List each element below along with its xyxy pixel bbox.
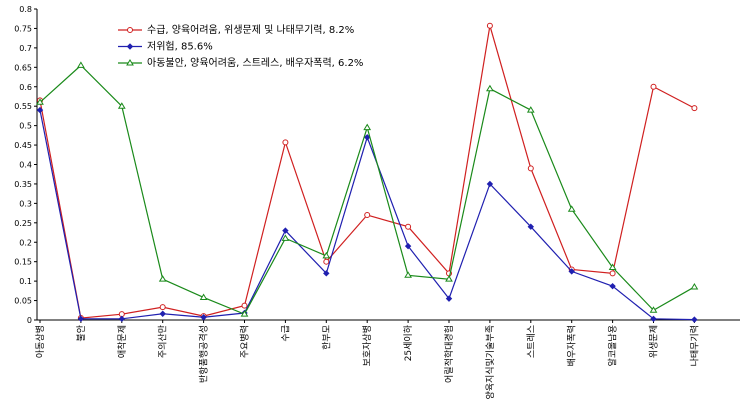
legend-label: 수급, 양육어려움, 위생문제 및 나태무기력, 8.2% [147,23,354,36]
marker [486,22,493,29]
x-tick-label: 스트레스 [526,325,537,358]
x-tick-label: 25세이하 [403,324,414,361]
marker [609,282,616,290]
marker [364,212,371,219]
y-tick-label: 0.3 [19,199,32,208]
y-tick-label: 0.4 [19,161,32,170]
marker [323,270,330,277]
marker [241,302,248,309]
y-tick-label: 0.05 [14,297,32,306]
marker [118,315,126,323]
marker [363,123,372,131]
marker [159,304,166,311]
y-tick-label: 0.55 [14,102,32,111]
x-tick-label: 애착문제 [117,325,128,358]
marker [445,275,453,282]
marker [282,227,289,234]
marker [649,306,658,313]
x-tick-label: 아동상병 [35,325,46,358]
y-tick-label: 0.8 [19,5,32,14]
y-tick-label: 0.5 [19,122,32,131]
marker [486,84,494,92]
marker [126,43,134,50]
y-tick-label: 0 [27,316,32,325]
marker [240,310,249,317]
series-line [39,25,695,319]
marker [117,102,126,109]
marker [690,282,699,290]
marker [126,59,134,66]
marker [199,293,208,300]
y-tick-label: 0.35 [14,180,32,189]
marker [127,27,133,33]
marker [404,242,412,250]
x-tick-label: 수급 [280,325,291,342]
x-tick-label: 한부모 [321,325,332,350]
marker [363,134,371,141]
marker [486,180,494,188]
marker [77,315,85,323]
y-tick-label: 0.7 [19,44,32,53]
marker [527,165,534,172]
x-tick-label: 어릴적학대경험 [443,325,455,383]
marker [608,263,617,271]
marker [282,139,289,146]
marker [568,268,575,275]
y-tick-label: 0.75 [14,24,32,33]
marker [445,295,453,302]
y-tick-label: 0.2 [19,238,32,247]
series-line [39,64,695,315]
marker [650,83,657,90]
x-tick-label: 위생문제 [649,325,660,358]
y-tick-label: 0.6 [19,83,32,92]
marker [200,314,207,321]
y-tick-label: 0.45 [14,141,32,150]
x-tick-label: 나태무기력 [688,325,700,366]
marker [404,271,412,278]
marker [526,106,535,113]
y-tick-label: 0.1 [19,277,32,286]
x-tick-label: 주요병력 [239,325,251,358]
y-tick-label: 0.15 [14,258,32,267]
legend-label: 저위험, 85.6% [147,40,213,53]
marker [159,310,166,317]
x-tick-label: 알코올남용 [608,325,619,366]
x-tick-label: 보호자상병 [362,325,373,366]
y-tick-label: 0.65 [14,63,32,72]
marker [77,61,85,68]
legend-label: 아동불안, 양육어려움, 스트레스, 배우자폭력, 6.2% [147,57,363,69]
marker [36,98,44,105]
marker [691,316,698,323]
marker [158,275,167,282]
marker [567,205,576,212]
marker [691,105,698,112]
x-tick-label: 양육지식및기술부족 [484,325,496,400]
marker [650,315,657,323]
marker [323,258,330,265]
x-tick-label: 반항품행공격성 [198,325,210,383]
marker [281,234,290,241]
marker [527,223,535,230]
marker [322,251,331,259]
marker [405,223,412,230]
x-tick-label: 배우자폭력 [566,325,578,366]
marker [36,106,44,114]
marker [609,270,616,277]
y-tick-label: 0.25 [14,219,32,228]
x-tick-label: 주의산만 [158,325,169,358]
x-tick-label: 불안 [76,325,87,342]
